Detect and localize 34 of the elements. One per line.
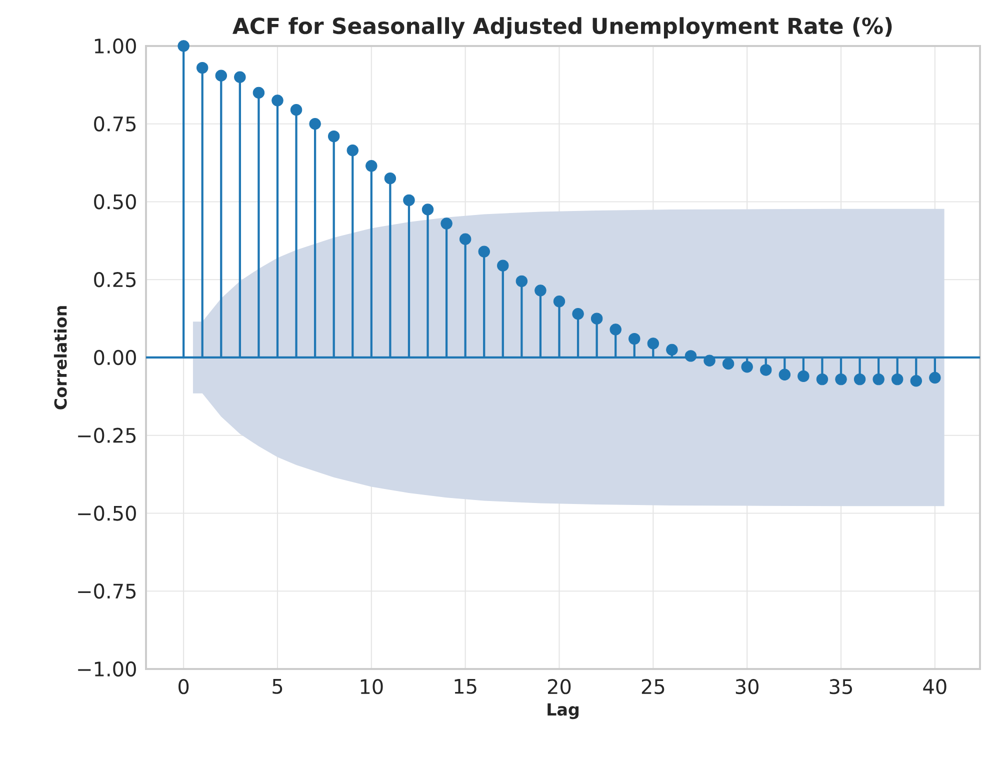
x-tick-label: 15: [454, 679, 476, 694]
x-tick-label: 5: [272, 679, 282, 694]
y-tick-label: −0.25: [78, 428, 136, 443]
y-tick-label: −1.00: [78, 661, 136, 677]
x-tick-label: 10: [360, 679, 383, 694]
point: [366, 160, 378, 172]
x-tick-label: 35: [830, 679, 852, 694]
x-tick-label: 20: [548, 679, 571, 694]
chart-title: ACF for Seasonally Adjusted Unemployment Rate (%): [232, 17, 892, 39]
point: [309, 118, 321, 130]
point: [252, 86, 265, 99]
point: [328, 130, 340, 142]
x-axis-title: Lag: [548, 703, 579, 720]
y-tick-label: 0.25: [94, 272, 136, 288]
y-tick-label: 0.00: [94, 350, 136, 366]
y-axis-title: Correlation: [54, 306, 67, 410]
y-tick-label: 0.50: [94, 194, 136, 210]
point: [384, 172, 396, 184]
point: [346, 144, 358, 156]
point: [196, 62, 208, 74]
x-tick-label: 0: [178, 679, 189, 694]
point: [272, 94, 284, 106]
y-tick-label: 1.00: [94, 38, 136, 54]
point: [215, 70, 228, 82]
y-tick-label: −0.50: [78, 506, 136, 521]
point: [234, 71, 246, 84]
point: [178, 40, 190, 52]
y-tick-label: −0.75: [78, 584, 136, 599]
x-tick-label: 30: [736, 679, 758, 694]
point: [290, 104, 302, 116]
y-tick-label: 0.75: [94, 116, 136, 132]
x-tick-label: 40: [923, 679, 946, 694]
x-tick-label: 25: [642, 679, 664, 694]
point: [403, 194, 415, 206]
